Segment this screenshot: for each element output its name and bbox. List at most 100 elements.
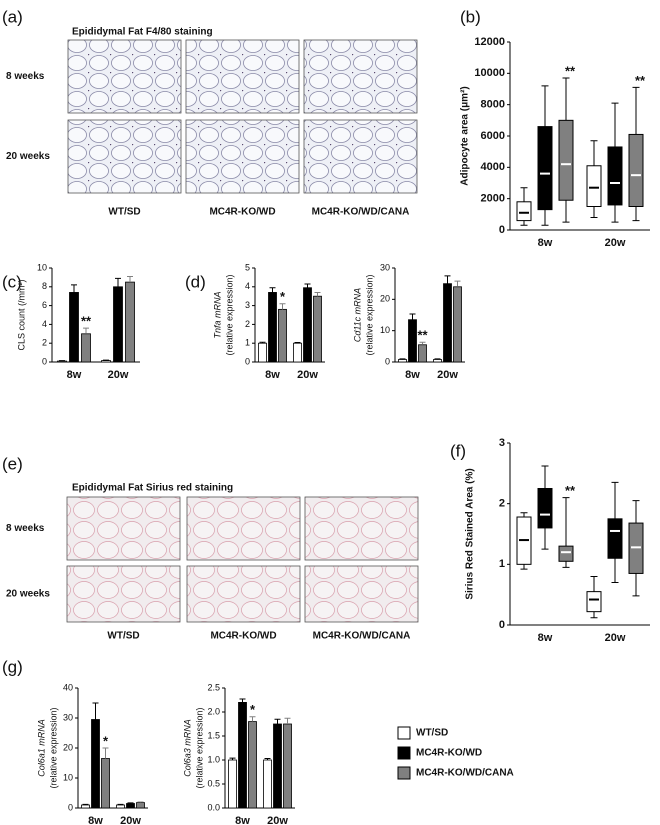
significance: *: [280, 289, 286, 304]
y-tick-label: 8: [42, 281, 47, 291]
box: [558, 545, 574, 562]
y-tick-label: 2: [499, 498, 505, 510]
bar: [101, 360, 111, 363]
bar: [283, 723, 292, 809]
error-bar: [454, 280, 461, 287]
bar: [408, 319, 417, 363]
y-tick-label: 0: [42, 356, 47, 366]
bar: [313, 295, 322, 363]
y-tick-label: 3: [245, 300, 250, 310]
legend-label: WT/SD: [416, 728, 448, 739]
error-bar: [434, 358, 441, 360]
legend-label: MC4R-KO/WD/CANA: [416, 768, 514, 779]
error-bar: [409, 313, 416, 320]
bar: [258, 342, 267, 363]
bar: [303, 287, 312, 363]
y-tick-label: 10: [63, 772, 73, 782]
box: [628, 133, 644, 207]
micrograph: [67, 119, 182, 194]
error-bar: [249, 716, 256, 722]
error-bar: [102, 747, 109, 759]
bar: [116, 804, 125, 809]
panel-label: (b): [460, 7, 481, 26]
error-bar: [279, 303, 286, 310]
y-tick-label: 2: [42, 338, 47, 348]
y-tick-label: 0: [245, 356, 250, 366]
y-axis-label: Sirius Red Stained Area (%): [465, 468, 476, 599]
x-tick-label: 8w: [265, 369, 280, 381]
bar: [248, 721, 257, 809]
y-axis-label: Cd11c mRNA: [352, 288, 362, 342]
legend-swatch: [397, 726, 411, 740]
y-tick-label: 0.5: [207, 778, 220, 788]
micrograph: [304, 565, 419, 623]
column-label: MC4R-KO/WD/CANA: [312, 207, 410, 218]
y-tick-label: 1.5: [207, 730, 220, 740]
y-tick-label: 2000: [481, 193, 505, 205]
y-axis-label: Col6a1 mRNA: [36, 719, 46, 777]
y-tick-label: 0: [499, 619, 505, 631]
x-tick-label: 20w: [267, 815, 288, 825]
legend-label: MC4R-KO/WD: [416, 748, 482, 759]
bar: [91, 719, 100, 809]
y-tick-label: 2.5: [207, 682, 220, 692]
y-tick-label: 40: [63, 682, 73, 692]
significance: **: [565, 63, 576, 78]
box: [537, 126, 553, 211]
x-tick-label: 20w: [108, 369, 129, 381]
row-label: 8 weeks: [6, 71, 45, 82]
y-axis-label: (relative expression): [48, 707, 58, 788]
bar: [443, 283, 452, 363]
y-tick-label: 10: [37, 262, 47, 272]
error-bar: [269, 287, 276, 293]
column-label: MC4R-KO/WD/CANA: [313, 631, 411, 642]
panel-label: (g): [2, 657, 23, 676]
error-bar: [229, 757, 236, 760]
bar: [263, 759, 272, 809]
micrograph: [185, 119, 300, 194]
panel-label: (d): [185, 272, 206, 291]
y-tick-label: 30: [380, 262, 390, 272]
panel-label: (c): [2, 272, 22, 291]
bar: [228, 759, 237, 809]
y-axis-label: Col6a3 mRNA: [182, 719, 192, 777]
image-title: Epididymal Fat F4/80 staining: [72, 27, 213, 38]
error-bar: [71, 284, 77, 293]
significance: **: [417, 328, 428, 343]
y-tick-label: 0: [385, 356, 390, 366]
x-tick-label: 8w: [538, 632, 553, 644]
y-axis-label: Adipocyte area (μm²): [460, 86, 471, 185]
error-bar: [83, 327, 89, 334]
row-label: 20 weeks: [6, 589, 50, 600]
significance: **: [565, 483, 576, 498]
bar: [278, 308, 287, 363]
row-label: 20 weeks: [6, 151, 50, 162]
y-tick-label: 0: [68, 802, 73, 812]
error-bar: [419, 341, 426, 345]
y-axis-label: Tnfa mRNA: [212, 291, 222, 338]
micrograph: [303, 39, 418, 114]
error-bar: [274, 718, 281, 724]
error-bar: [127, 275, 133, 283]
error-bar: [115, 277, 121, 287]
bar: [453, 286, 462, 363]
error-bar: [264, 758, 271, 760]
y-tick-label: 2: [245, 319, 250, 329]
y-tick-label: 4: [245, 281, 250, 291]
y-tick-label: 1: [245, 338, 250, 348]
panel-label: (f): [450, 441, 466, 460]
bar: [81, 804, 90, 809]
box: [586, 165, 602, 207]
x-tick-label: 8w: [88, 815, 103, 825]
bar: [398, 359, 407, 363]
box: [537, 488, 553, 529]
y-axis-label: (relative expression): [194, 707, 204, 788]
error-bar: [294, 341, 301, 344]
column-label: MC4R-KO/WD: [209, 207, 275, 218]
micrograph: [186, 565, 301, 623]
significance: *: [250, 702, 256, 717]
bar: [433, 359, 442, 363]
box: [607, 146, 623, 206]
y-tick-label: 5: [245, 262, 250, 272]
y-tick-label: 1: [499, 558, 505, 570]
